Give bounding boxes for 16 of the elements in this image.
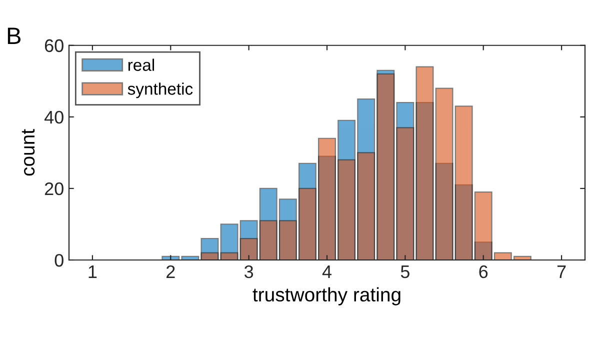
x-tick-label: 2 (166, 265, 175, 278)
x-tick-label: 4 (322, 266, 332, 278)
x-tick-label: 6 (479, 265, 488, 278)
legend-label: real (128, 58, 154, 71)
x-tick-label: 7 (557, 266, 566, 278)
x-tick-label: 5 (400, 266, 410, 278)
x-axis-title: trustworthy rating (252, 287, 400, 306)
y-tick-label: 60 (44, 39, 64, 52)
text: B (8, 28, 20, 44)
y-axis-title: count (22, 129, 35, 176)
y-tick-label: 20 (44, 182, 64, 196)
y-tick-label: 40 (44, 110, 64, 124)
legend-label: synthetic (128, 82, 193, 98)
x-tick-label: 1 (88, 266, 97, 278)
x-tick-label: 3 (244, 265, 254, 278)
y-tick-label: 0 (54, 254, 64, 267)
